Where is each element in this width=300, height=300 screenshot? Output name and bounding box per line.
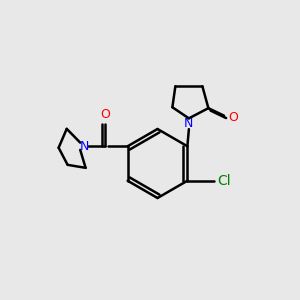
Text: N: N <box>184 117 194 130</box>
Text: O: O <box>100 108 110 121</box>
Text: Cl: Cl <box>218 174 231 188</box>
Text: O: O <box>228 111 238 124</box>
Text: N: N <box>80 140 89 153</box>
